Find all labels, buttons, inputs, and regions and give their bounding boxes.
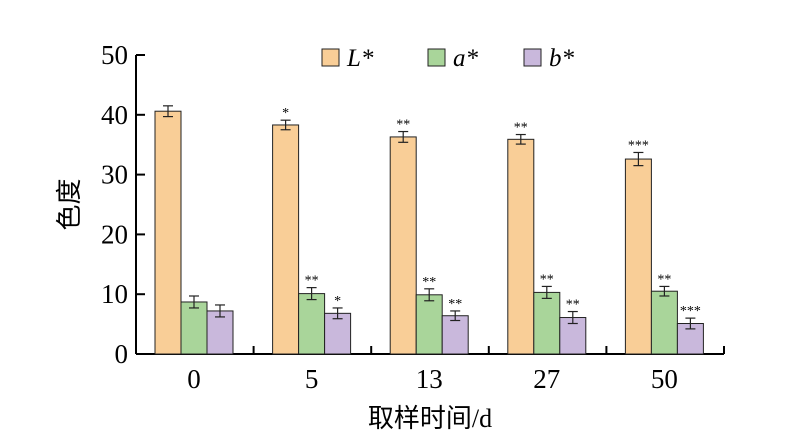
bar xyxy=(272,124,300,355)
bar xyxy=(180,301,208,355)
bar xyxy=(507,138,535,355)
x-axis-title: 取样时间/d xyxy=(368,404,492,433)
significance-label: *** xyxy=(628,138,649,153)
significance-label: ** xyxy=(514,121,528,136)
bar xyxy=(650,290,678,355)
significance-label: * xyxy=(282,106,289,121)
bar xyxy=(154,110,182,355)
legend-label: L* xyxy=(346,45,374,72)
bar xyxy=(206,310,234,355)
bars-layer: *** ******* ** ** *** ** ** *** xyxy=(154,105,704,355)
x-tick-label: 0 xyxy=(187,364,201,394)
y-tick-label: 0 xyxy=(115,339,129,369)
x-tick-label: 27 xyxy=(533,364,560,394)
significance-label: ** xyxy=(657,272,671,287)
bar xyxy=(441,315,469,355)
bar xyxy=(298,293,326,355)
y-tick-label: 30 xyxy=(101,160,128,190)
y-axis-title: 色度 xyxy=(55,178,84,230)
bar xyxy=(624,158,652,355)
y-tick-label: 50 xyxy=(101,40,128,70)
legend-label: b* xyxy=(549,45,575,72)
y-tick-label: 10 xyxy=(101,279,128,309)
x-tick-label: 50 xyxy=(651,364,678,394)
x-tick-label: 13 xyxy=(416,364,443,394)
significance-label: ** xyxy=(566,298,580,313)
significance-label: *** xyxy=(680,304,701,319)
legend-swatch xyxy=(523,48,542,67)
bar xyxy=(324,312,352,355)
significance-label: ** xyxy=(448,297,462,312)
bar xyxy=(533,291,561,355)
legend-label: a* xyxy=(453,45,479,72)
significance-label: ** xyxy=(422,275,436,290)
significance-label: ** xyxy=(305,274,319,289)
bar xyxy=(389,136,417,355)
bar xyxy=(415,294,443,355)
x-tick-label: 5 xyxy=(305,364,319,394)
bar xyxy=(676,323,704,355)
y-tick-label: 20 xyxy=(101,219,128,249)
significance-label: * xyxy=(334,294,341,309)
significance-label: ** xyxy=(540,272,554,287)
axes: 0 10 20 30 40 50 0 5 13 27 50 xyxy=(101,40,725,394)
y-tick-label: 40 xyxy=(101,100,128,130)
legend-swatch xyxy=(427,48,446,67)
significance-label: ** xyxy=(396,118,410,133)
legend: L* a* b* xyxy=(321,45,575,72)
legend-swatch xyxy=(321,48,340,67)
